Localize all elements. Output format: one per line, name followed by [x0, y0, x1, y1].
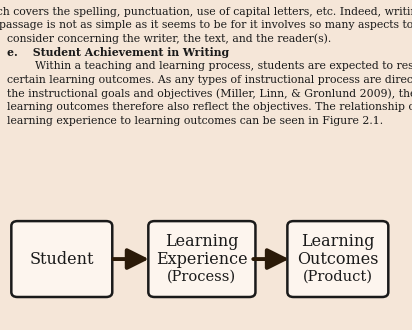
Text: Learning: Learning: [301, 233, 375, 250]
Text: Outcomes: Outcomes: [297, 250, 379, 268]
FancyBboxPatch shape: [148, 221, 255, 297]
Text: Learning: Learning: [165, 233, 239, 250]
Text: the instructional goals and objectives (Miller, Linn, & Gronlund 2009), the: the instructional goals and objectives (…: [7, 88, 412, 99]
Text: passage is not as simple as it seems to be for it involves so many aspects to: passage is not as simple as it seems to …: [0, 20, 412, 30]
Text: Student: Student: [30, 250, 94, 268]
Text: (Product): (Product): [303, 269, 373, 283]
Text: (Process): (Process): [167, 269, 236, 283]
Text: consider concerning the writer, the text, and the reader(s).: consider concerning the writer, the text…: [7, 33, 332, 44]
FancyBboxPatch shape: [11, 221, 112, 297]
Text: learning experience to learning outcomes can be seen in Figure 2.1.: learning experience to learning outcomes…: [7, 116, 384, 126]
Text: which covers the spelling, punctuation, use of capital letters, etc. Indeed, wri: which covers the spelling, punctuation, …: [0, 7, 412, 16]
Text: e.    Student Achievement in Writing: e. Student Achievement in Writing: [7, 47, 229, 58]
Text: Within a teaching and learning process, students are expected to result in: Within a teaching and learning process, …: [7, 61, 412, 71]
Text: Experience: Experience: [156, 250, 248, 268]
Text: learning outcomes therefore also reflect the objectives. The relationship of: learning outcomes therefore also reflect…: [7, 102, 412, 112]
Text: certain learning outcomes. As any types of instructional process are directed by: certain learning outcomes. As any types …: [7, 75, 412, 84]
FancyBboxPatch shape: [287, 221, 388, 297]
